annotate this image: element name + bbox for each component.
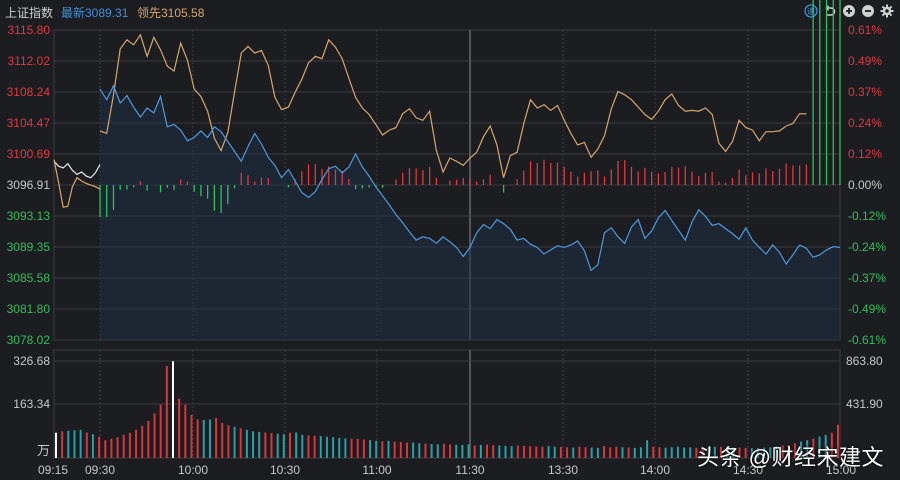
index-title: 上证指数 xyxy=(5,6,54,20)
left-axis-tick: 3089.35 xyxy=(7,240,51,254)
left-axis-tick: 3085.58 xyxy=(7,271,51,285)
x-axis-tick: 10:30 xyxy=(270,463,300,477)
right-axis-tick: 0.12% xyxy=(848,147,882,161)
left-axis-tick: 3108.24 xyxy=(7,85,51,99)
x-axis-tick: 14:30 xyxy=(733,463,763,477)
pre-open-price-line xyxy=(53,160,101,179)
x-axis-tick: 10:00 xyxy=(178,463,208,477)
right-axis-tick: -0.37% xyxy=(848,271,886,285)
price-line xyxy=(99,84,841,272)
right-axis-tick: 0.24% xyxy=(848,116,882,130)
right-axis-tick: -0.24% xyxy=(848,240,886,254)
lead-line xyxy=(99,33,807,178)
x-axis-tick: 11:00 xyxy=(362,463,391,477)
right-axis-tick: 0.61% xyxy=(848,23,882,37)
left-axis-tick: 3081.80 xyxy=(7,302,51,316)
lead-index-label: 领先3105.58 xyxy=(137,6,205,20)
diff-bars xyxy=(99,0,841,217)
svg-text:速: 速 xyxy=(807,7,815,16)
right-axis-tick: 0.37% xyxy=(848,85,882,99)
volume-bars xyxy=(55,361,839,458)
volume-right-tick: 863.80 xyxy=(846,354,883,368)
x-axis-tick: 13:30 xyxy=(548,463,578,477)
price-area-fill xyxy=(100,85,840,340)
left-axis-tick: 3093.13 xyxy=(7,209,51,223)
price-area xyxy=(100,85,840,340)
settings-icon[interactable] xyxy=(879,3,894,18)
left-axis-tick: 3100.69 xyxy=(7,147,51,161)
right-axis-tick: 0.00% xyxy=(848,178,882,192)
volume-right-tick: 431.90 xyxy=(846,397,883,411)
price-lines xyxy=(53,33,841,272)
x-axis-tick: 15:00 xyxy=(826,463,856,477)
latest-price-label: 最新3089.31 xyxy=(61,6,129,20)
left-axis-tick: 3115.80 xyxy=(8,23,51,37)
volume-left-tick: 326.68 xyxy=(13,354,50,368)
toolbar: 速 xyxy=(803,3,894,18)
right-axis-tick: -0.61% xyxy=(848,333,886,347)
pre-open-lead-line xyxy=(53,159,101,208)
x-axis-tick: 09:15 xyxy=(38,463,68,477)
right-axis-tick: 0.49% xyxy=(848,54,882,68)
zoom-out-icon[interactable] xyxy=(860,3,875,18)
right-axis-tick: -0.12% xyxy=(848,209,886,223)
axis-labels: 3115.80 0.61% 3112.02 0.49% 3108.24 0.37% 3104… xyxy=(7,23,887,477)
left-axis-tick: 3096.91 xyxy=(7,178,51,192)
volume-unit-label: 万 xyxy=(37,444,50,459)
volume-left-tick: 163.34 xyxy=(13,397,50,411)
speed-icon[interactable]: 速 xyxy=(803,3,818,18)
left-axis-tick: 3104.47 xyxy=(7,116,51,130)
left-axis-tick: 3078.02 xyxy=(7,333,51,347)
left-axis-tick: 3112.02 xyxy=(8,54,51,68)
x-axis-tick: 11:30 xyxy=(455,463,484,477)
zoom-in-icon[interactable] xyxy=(841,3,856,18)
x-axis-tick: 14:00 xyxy=(640,463,670,477)
watermark: 头条 @财经宋建文 xyxy=(697,445,884,470)
x-axis-tick: 09:30 xyxy=(85,463,115,477)
chart-header: 上证指数 最新3089.31 领先3105.58 速 xyxy=(0,0,900,22)
right-axis-tick: -0.49% xyxy=(848,302,886,316)
